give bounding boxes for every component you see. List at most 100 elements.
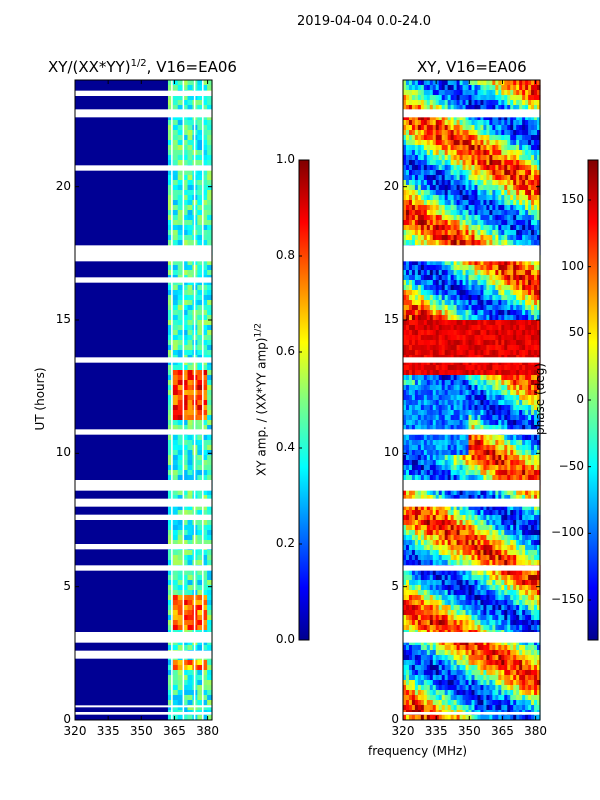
heatmap-cell — [138, 705, 145, 711]
heatmap-cell — [202, 390, 208, 396]
heatmap-cell — [109, 195, 115, 201]
heatmap-cell — [148, 310, 154, 316]
heatmap-cell — [197, 460, 203, 466]
heatmap-cell — [79, 265, 86, 271]
heatmap-cell — [525, 140, 529, 146]
heatmap-cell — [79, 390, 86, 396]
heatmap-cell — [163, 100, 169, 106]
heatmap-cell — [417, 215, 422, 221]
heatmap-cell — [197, 340, 203, 346]
heatmap-cell — [426, 85, 431, 91]
heatmap-cell — [453, 170, 458, 176]
heatmap-cell — [138, 455, 145, 461]
heatmap-cell — [480, 150, 485, 156]
heatmap-cell — [133, 445, 140, 451]
heatmap-cell — [114, 410, 120, 416]
heatmap-cell — [84, 450, 91, 456]
heatmap-cell — [435, 90, 440, 96]
heatmap-cell — [474, 105, 479, 111]
heatmap-cell — [79, 160, 86, 166]
heatmap-cell — [99, 80, 105, 86]
heatmap-cell — [453, 115, 458, 121]
heatmap-cell — [89, 345, 96, 351]
heatmap-cell — [172, 470, 179, 476]
heatmap-cell — [128, 80, 135, 86]
heatmap-cell — [444, 120, 449, 126]
heatmap-cell — [486, 195, 490, 201]
heatmap-cell — [525, 150, 529, 156]
heatmap-cell — [153, 305, 159, 311]
heatmap-cell — [138, 530, 145, 536]
heatmap-cell — [182, 85, 189, 91]
heatmap-cell — [450, 100, 455, 106]
heatmap-cell — [89, 235, 96, 241]
heatmap-cell — [423, 135, 428, 141]
heatmap-cell — [438, 220, 443, 226]
heatmap-cell — [531, 185, 535, 191]
heatmap-cell — [84, 215, 91, 221]
heatmap-cell — [109, 260, 115, 266]
flagged-time-band — [75, 429, 212, 435]
heatmap-cell — [79, 125, 86, 131]
figure-suptitle: 2019-04-04 0.0-24.0 — [297, 14, 431, 29]
heatmap-cell — [528, 220, 532, 226]
heatmap-cell — [172, 435, 179, 441]
heatmap-cell — [75, 260, 81, 266]
heatmap-cell — [143, 690, 149, 696]
heatmap-cell — [167, 560, 174, 566]
heatmap-cell — [153, 225, 159, 231]
heatmap-cell — [403, 115, 407, 121]
heatmap-cell — [202, 370, 208, 376]
heatmap-cell — [177, 660, 184, 666]
flagged-time-band — [75, 544, 212, 550]
heatmap-cell — [133, 365, 140, 371]
heatmap-cell — [84, 570, 91, 576]
heatmap-cell — [465, 100, 470, 106]
heatmap-cell — [123, 415, 130, 421]
heatmap-cell — [163, 380, 169, 386]
heatmap-cell — [109, 120, 115, 126]
heatmap-cell — [84, 180, 91, 186]
heatmap-cell — [182, 365, 189, 371]
heatmap-cell — [128, 570, 135, 576]
heatmap-cell — [163, 140, 169, 146]
heatmap-cell — [94, 540, 101, 546]
heatmap-cell — [172, 510, 179, 516]
heatmap-cell — [143, 410, 149, 416]
heatmap-cell — [133, 625, 140, 631]
heatmap-cell — [531, 150, 535, 156]
heatmap-cell — [444, 220, 449, 226]
heatmap-cell — [453, 225, 458, 231]
heatmap-cell — [163, 605, 169, 611]
heatmap-cell — [435, 225, 440, 231]
heatmap-cell — [123, 495, 130, 501]
heatmap-cell — [537, 145, 541, 151]
heatmap-cell — [459, 100, 464, 106]
heatmap-cell — [477, 155, 482, 161]
heatmap-cell — [119, 380, 125, 386]
heatmap-cell — [423, 210, 428, 216]
heatmap-cell — [89, 330, 96, 336]
heatmap-cell — [462, 215, 467, 221]
heatmap-cell — [405, 80, 410, 86]
heatmap-cell — [525, 160, 529, 166]
heatmap-cell — [182, 415, 189, 421]
heatmap-cell — [510, 150, 514, 156]
heatmap-cell — [104, 525, 110, 531]
heatmap-cell — [109, 215, 115, 221]
heatmap-cell — [114, 375, 120, 381]
heatmap-cell — [148, 690, 154, 696]
heatmap-cell — [207, 200, 213, 206]
heatmap-cell — [197, 675, 203, 681]
heatmap-cell — [177, 370, 184, 376]
heatmap-cell — [202, 415, 208, 421]
heatmap-cell — [114, 265, 120, 271]
heatmap-cell — [158, 320, 164, 326]
heatmap-cell — [405, 200, 410, 206]
heatmap-cell — [143, 195, 149, 201]
heatmap-cell — [172, 530, 179, 536]
heatmap-cell — [197, 160, 203, 166]
heatmap-cell — [528, 170, 532, 176]
heatmap-cell — [177, 425, 184, 431]
heatmap-cell — [148, 375, 154, 381]
